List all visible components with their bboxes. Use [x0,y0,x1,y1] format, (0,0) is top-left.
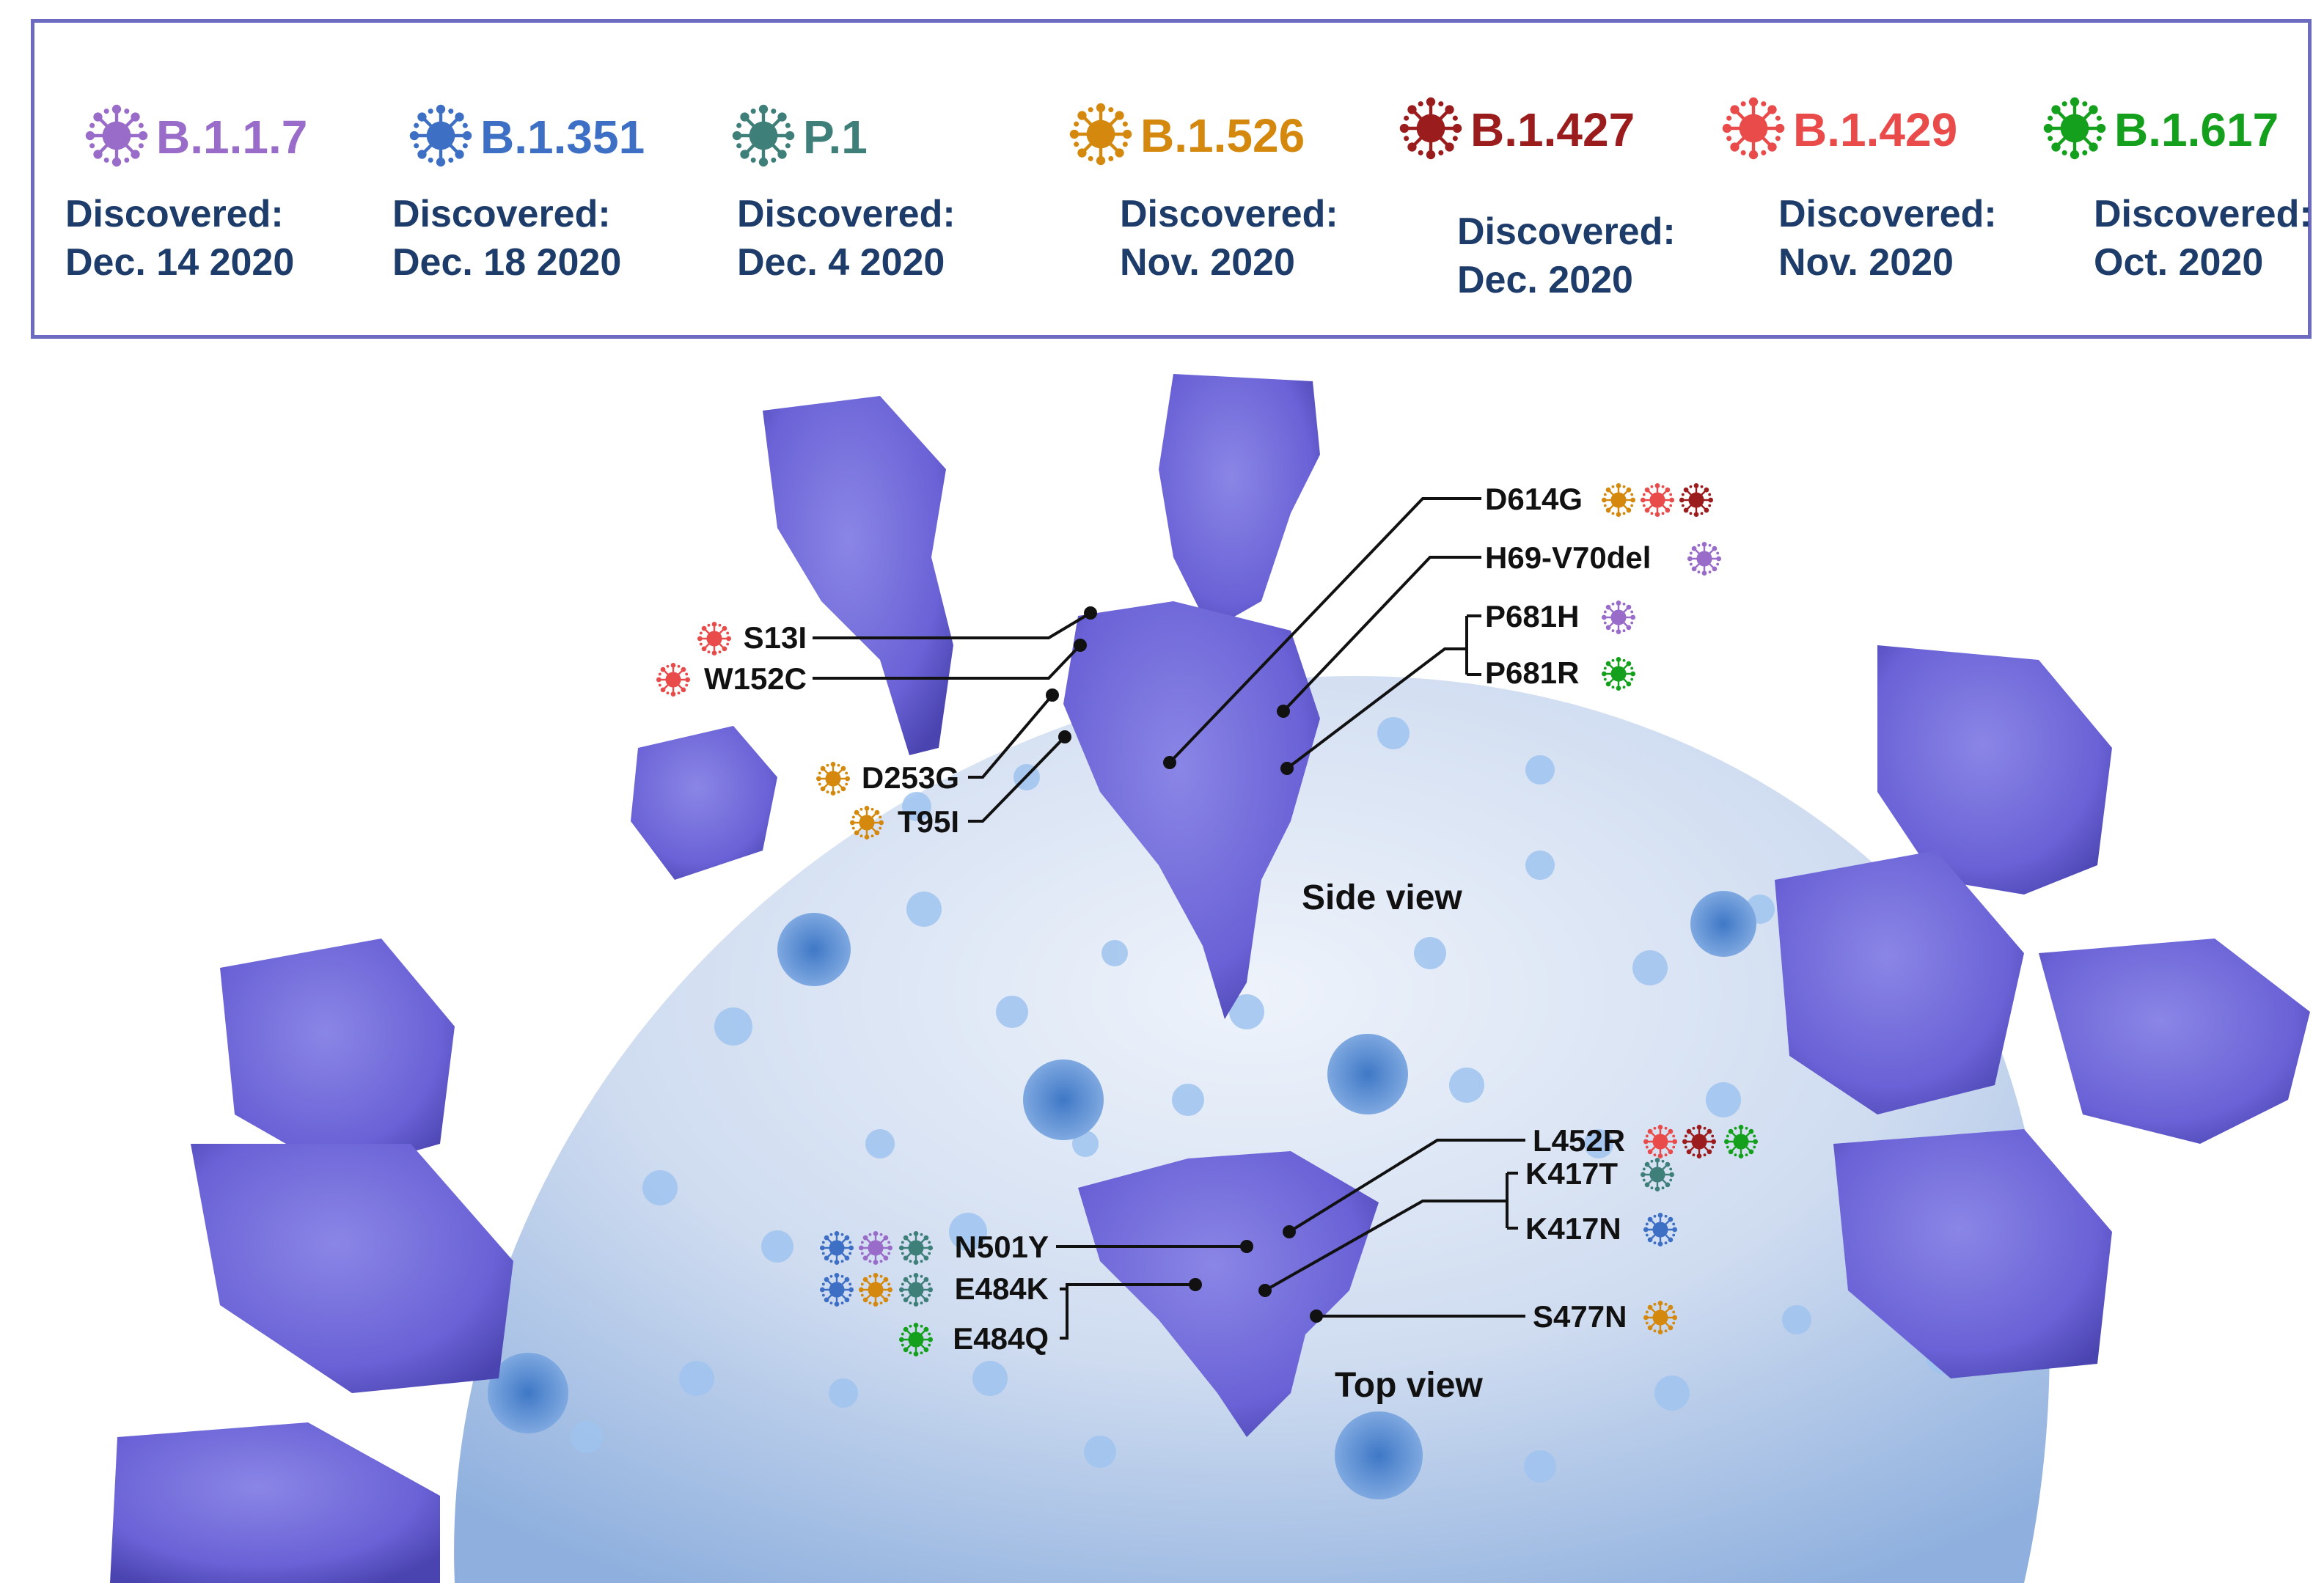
discovered-date: Nov. 2020 [1120,241,1295,284]
side-view-label: Side view [1302,878,1462,917]
virus-icon [815,761,851,796]
mutation-h69-v70del: H69-V70del [1485,540,1651,575]
surface-protein-patches [488,891,1756,1499]
variant-name: B.1.526 [1140,109,1305,162]
virus-icon [408,103,473,168]
spike-protein-illustration: Side view Top view D614G H69-V70del P681… [110,374,2310,1583]
mutation-s477n: S477N [1533,1299,1627,1334]
spike-proteins [110,374,2310,1583]
discovered-label: Discovered: [737,193,956,235]
discovered-label: Discovered: [1120,193,1338,235]
discovered-label: Discovered: [392,193,611,235]
virus-icon [1601,656,1636,691]
mutation-p681r: P681R [1485,655,1579,690]
variant-legend: B.1.1.7 Discovered: Dec. 14 2020 B.1.351… [31,19,2312,339]
variant-name: B.1.429 [1793,103,1958,156]
discovered-label: Discovered: [2094,193,2312,235]
mutation-l452r: L452R [1533,1123,1625,1158]
virus-icon [1643,1124,1678,1159]
variant-name: B.1.351 [480,111,645,164]
virus-icon [898,1230,934,1266]
virus-icon [1682,1124,1717,1159]
discovered-date: Dec. 2020 [1457,259,1633,301]
discovered-label: Discovered: [1457,210,1676,253]
variant-name: B.1.427 [1470,103,1635,156]
virus-icon [1687,541,1722,576]
mutation-k417t: K417T [1525,1156,1618,1191]
virus-icon [898,1322,934,1357]
virus-icon [1640,1157,1675,1192]
discovered-date: Dec. 18 2020 [392,241,622,284]
surface-protein-dots [571,717,1961,1483]
variant-name: P.1 [803,111,868,164]
virus-icon [1721,96,1786,161]
virus-icon [1679,482,1714,518]
mutation-d253g: D253G [862,760,959,795]
mutation-d614g: D614G [1485,482,1583,516]
virus-icon [849,805,884,840]
virus-icon [858,1272,893,1307]
virus-icon [1643,1212,1678,1247]
discovered-date: Oct. 2020 [2094,241,2264,284]
discovered-date: Dec. 4 2020 [737,241,945,284]
virus-icon [697,621,732,656]
discovered-date: Dec. 14 2020 [65,241,295,284]
variant-name: B.1.617 [2114,103,2279,156]
virus-icon [2042,96,2107,161]
mutation-n501y: N501Y [955,1230,1049,1264]
virus-icon [858,1230,893,1266]
virus-icon [819,1230,854,1266]
mutation-e484q: E484Q [953,1321,1049,1356]
virus-icon [656,662,691,697]
top-view-label: Top view [1335,1366,1483,1405]
virus-icon [819,1272,854,1307]
virus-icon [1640,482,1675,518]
virus-icon [1068,102,1133,166]
mutation-s13i: S13I [744,620,807,655]
virus-icon [898,1272,934,1307]
discovered-date: Nov. 2020 [1778,241,1954,284]
virion-surface [454,676,2050,1583]
virus-icon [1601,600,1636,635]
mutation-e484k: E484K [955,1271,1049,1306]
mutation-p681h: P681H [1485,599,1579,633]
mutation-w152c: W152C [704,661,807,696]
leader-lines [813,497,1525,1340]
virus-icon [84,103,149,168]
virus-icon [1399,96,1463,161]
virus-icon [1601,482,1636,518]
mutation-k417n: K417N [1525,1211,1621,1246]
virus-icon [731,103,796,168]
discovered-label: Discovered: [65,193,284,235]
variant-name: B.1.1.7 [156,111,308,164]
virus-icon [1723,1124,1759,1159]
anchor-dots [1046,606,1323,1323]
mutation-t95i: T95I [898,804,959,839]
virus-icon [1643,1300,1678,1335]
discovered-label: Discovered: [1778,193,1997,235]
